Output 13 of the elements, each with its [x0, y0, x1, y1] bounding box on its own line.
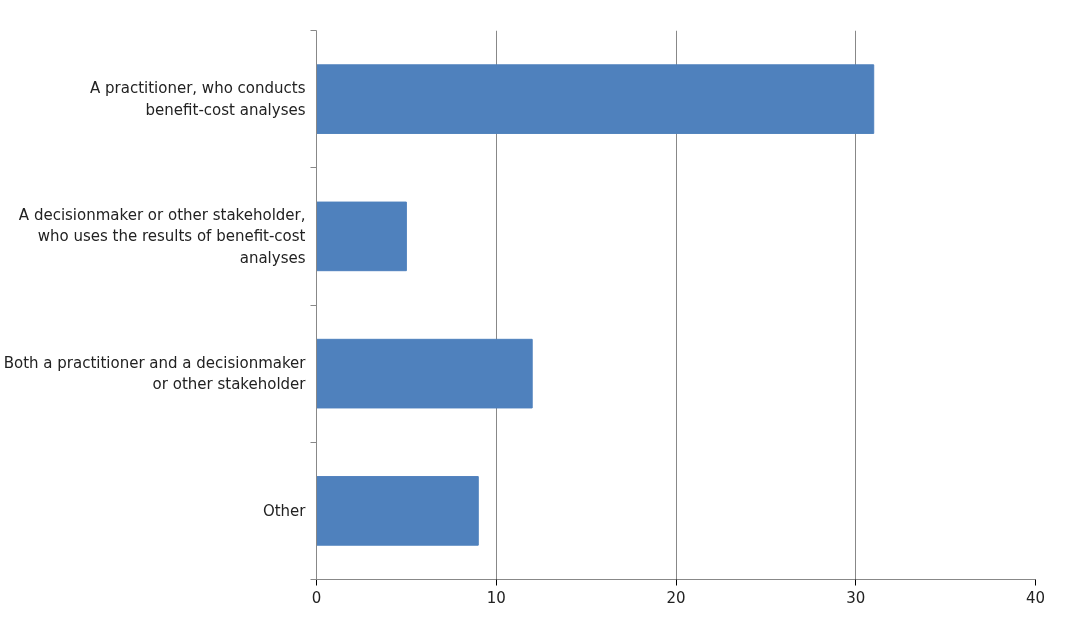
x-tick-label: 0 [311, 588, 322, 607]
y-tick-label: Other [262, 501, 307, 520]
bar [316, 476, 479, 546]
bar [316, 338, 533, 409]
x-tick-label: 20 [666, 588, 686, 607]
y-tick-label: A practitioner, who conducts benefit-cost analyses [90, 79, 306, 119]
x-tick-label: 10 [486, 588, 506, 607]
y-tick-label: Both a practitioner and a decisionmaker or other stakeholder [3, 353, 307, 394]
bar [316, 201, 407, 272]
x-tick-label: 40 [1025, 588, 1046, 607]
bar [316, 64, 875, 134]
x-tick-label: 30 [846, 588, 866, 607]
y-tick-label: A decisionmaker or other stakeholder, who uses the results of benefit-cost analyses [18, 205, 306, 267]
